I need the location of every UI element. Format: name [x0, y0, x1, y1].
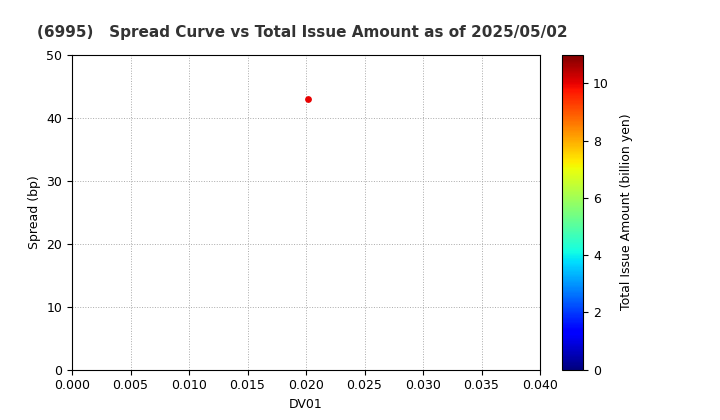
Point	[302, 95, 314, 102]
Y-axis label: Total Issue Amount (billion yen): Total Issue Amount (billion yen)	[620, 114, 633, 310]
Text: (6995)   Spread Curve vs Total Issue Amount as of 2025/05/02: (6995) Spread Curve vs Total Issue Amoun…	[37, 25, 567, 40]
X-axis label: DV01: DV01	[289, 398, 323, 411]
Y-axis label: Spread (bp): Spread (bp)	[28, 175, 41, 249]
